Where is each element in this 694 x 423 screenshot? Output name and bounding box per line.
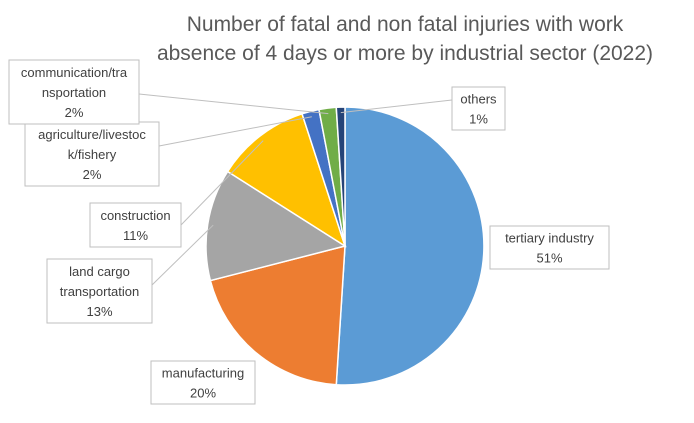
data-label-box — [24, 121, 160, 187]
pie-slice — [335, 106, 485, 386]
leader-line — [340, 99, 453, 114]
data-label-value: 13% — [86, 304, 112, 319]
data-label-category: construction — [100, 208, 170, 223]
data-label-category: others — [460, 92, 497, 107]
data-label: tertiary industry 51% — [489, 225, 610, 270]
data-label-box — [89, 202, 182, 248]
data-label-box — [489, 225, 610, 270]
data-label-box — [46, 258, 153, 324]
leader-line — [158, 116, 312, 147]
leader-lines — [138, 93, 453, 286]
data-label-category: land cargo — [69, 264, 130, 279]
data-label-category: manufacturing — [162, 366, 244, 381]
data-label: others 1% — [451, 86, 506, 131]
data-label: communication/tra nsportation 2% — [8, 59, 140, 125]
data-label-box — [150, 360, 256, 405]
data-label-value: 1% — [469, 112, 488, 127]
data-label: land cargo transportation 13% — [46, 258, 153, 324]
data-label-category: nsportation — [42, 85, 106, 100]
data-label-category: transportation — [60, 284, 140, 299]
data-label-category: communication/tra — [21, 65, 128, 80]
data-label: manufacturing 20% — [150, 360, 256, 405]
chart-title-line: absence of 4 days or more by industrial … — [157, 42, 653, 65]
data-labels: tertiary industry 51% manufacturing 20% land… — [8, 59, 610, 405]
data-label-box — [8, 59, 140, 125]
chart-title: Number of fatal and non fatal injuries w… — [157, 13, 653, 65]
data-label-value: 51% — [536, 251, 562, 266]
pie-slice — [209, 245, 346, 386]
pie-slices — [205, 106, 485, 386]
data-label-category: agriculture/livestoc — [38, 127, 146, 142]
pie-slice — [335, 106, 346, 247]
chart-title-line: Number of fatal and non fatal injuries w… — [187, 13, 624, 36]
leader-line — [151, 224, 214, 286]
data-label-value: 11% — [123, 228, 148, 243]
leader-line — [138, 93, 329, 115]
data-label-category: tertiary industry — [505, 231, 594, 246]
data-label: agriculture/livestoc k/fishery 2% — [24, 121, 160, 187]
data-label-category: k/fishery — [68, 147, 117, 162]
data-label-value: 2% — [83, 167, 102, 182]
data-label-box — [451, 86, 506, 131]
leader-line — [180, 140, 264, 226]
pie-slice — [205, 170, 347, 282]
data-label-value: 2% — [65, 105, 84, 120]
data-label-value: 20% — [190, 386, 216, 401]
data-label: construction 11% — [89, 202, 182, 248]
